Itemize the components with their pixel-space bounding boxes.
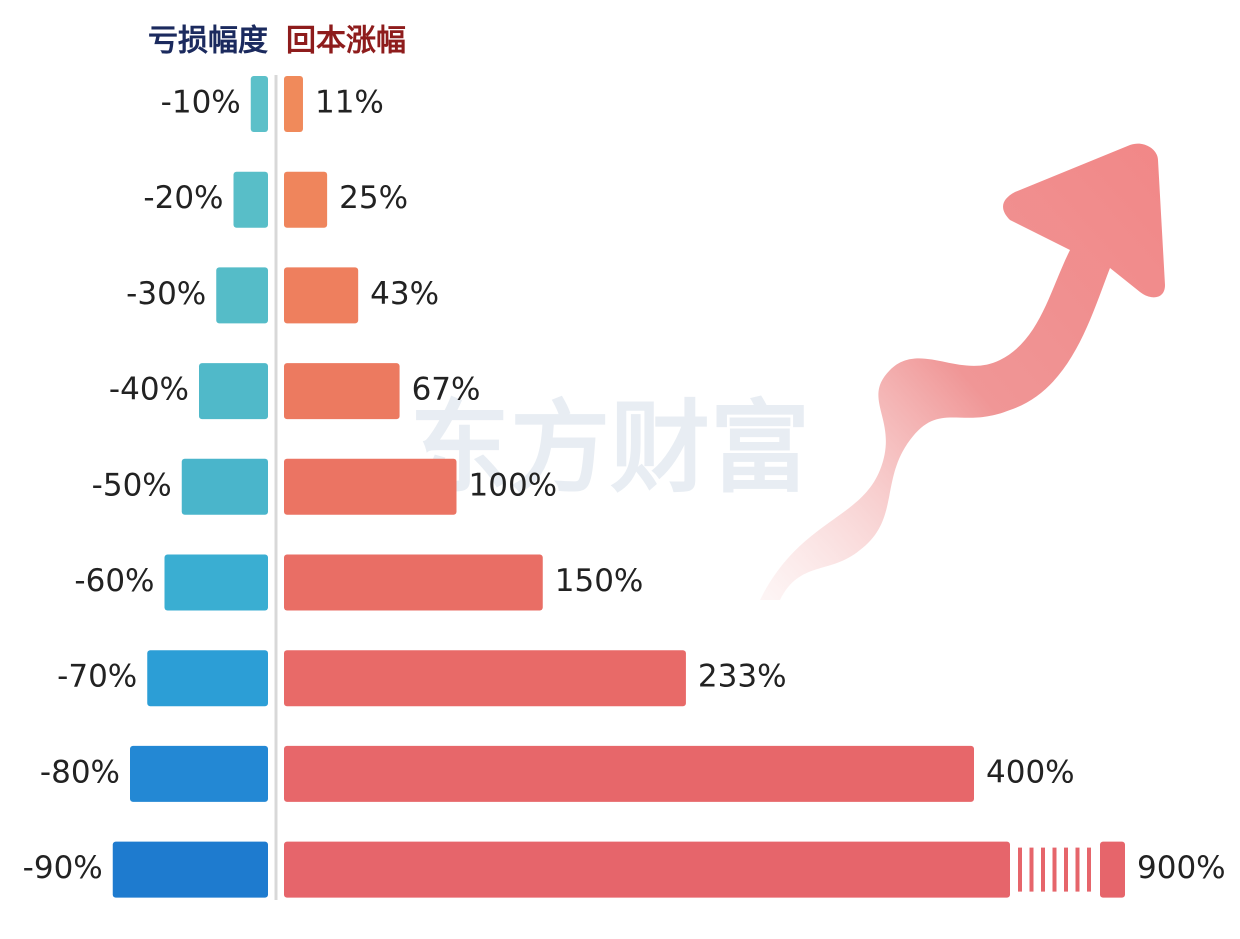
loss-bar xyxy=(199,363,268,420)
gain-bar xyxy=(284,76,303,132)
loss-bar xyxy=(164,554,268,611)
gain-bar xyxy=(284,650,686,707)
loss-label: -60% xyxy=(74,563,154,599)
loss-bar xyxy=(181,458,268,515)
bar-break xyxy=(1029,847,1034,892)
loss-bar xyxy=(233,171,268,228)
loss-bar xyxy=(130,745,268,802)
loss-bar xyxy=(147,650,268,707)
gain-label: 233% xyxy=(698,659,787,695)
loss-label: -70% xyxy=(57,659,137,695)
gain-label: 43% xyxy=(370,276,439,312)
gain-bar xyxy=(284,267,359,324)
loss-label: -80% xyxy=(40,754,120,790)
loss-label: -90% xyxy=(23,850,103,886)
bar-break xyxy=(1087,847,1091,892)
bar-break xyxy=(1018,847,1022,892)
loss-label: -50% xyxy=(92,467,172,503)
loss-label: -20% xyxy=(143,180,223,216)
gain-label: 150% xyxy=(555,563,644,599)
gain-bar xyxy=(284,745,974,802)
bar-break xyxy=(1041,847,1045,892)
bar-break xyxy=(1075,847,1080,892)
legend-left: 亏损幅度 xyxy=(148,24,268,59)
gain-label: 900% xyxy=(1137,850,1226,886)
legend-right: 回本涨幅 xyxy=(286,24,406,59)
bar-break xyxy=(1100,841,1125,898)
loss-bar xyxy=(216,267,268,324)
gain-bar xyxy=(284,171,328,228)
gain-label: 400% xyxy=(986,754,1075,790)
watermark: 东方财富 xyxy=(410,389,810,506)
gain-label: 100% xyxy=(469,467,558,503)
arrow-decoration xyxy=(760,143,1165,600)
loss-label: -10% xyxy=(161,85,241,121)
bar-break xyxy=(1052,847,1057,892)
gain-label: 25% xyxy=(339,180,408,216)
loss-label: -30% xyxy=(126,276,206,312)
gain-bar xyxy=(284,458,457,515)
bar-break xyxy=(1064,847,1068,892)
gain-bar xyxy=(284,554,543,611)
gain-bar xyxy=(284,363,400,420)
loss-bar xyxy=(112,841,268,898)
loss-bar xyxy=(250,76,268,132)
loss-label: -40% xyxy=(109,372,189,408)
gain-label: 11% xyxy=(315,85,384,121)
gain-label: 67% xyxy=(412,372,481,408)
gain-bar xyxy=(284,841,1010,898)
